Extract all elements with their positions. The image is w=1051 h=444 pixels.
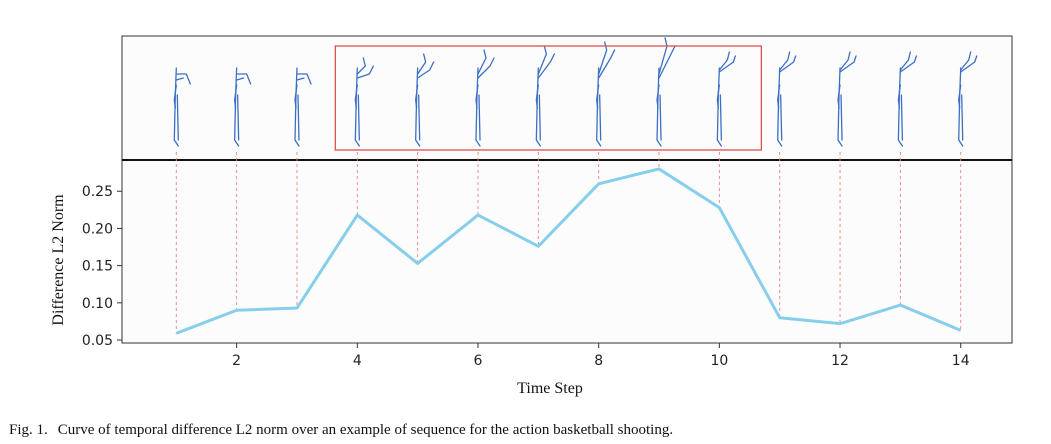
y-tick-label: 0.20 — [82, 221, 113, 237]
skeleton-figure — [535, 45, 555, 147]
plot-area — [121, 159, 1013, 344]
figure-caption: Fig. 1. Curve of temporal difference L2 n… — [9, 422, 1049, 439]
highlight-box — [334, 45, 763, 151]
x-axis-ticks: 2 4 6 8 10 12 14 — [232, 343, 970, 369]
y-tick-label: 0.25 — [82, 184, 113, 200]
skeleton-figure — [173, 67, 191, 147]
skeleton-figure — [958, 51, 978, 147]
x-tick-label: 12 — [831, 353, 849, 369]
caption-label: Fig. 1. — [9, 422, 48, 438]
y-axis-title: Difference L2 Norm — [50, 194, 67, 326]
skeleton-figure — [475, 49, 495, 147]
y-tick-label: 0.10 — [82, 296, 113, 312]
x-tick-label: 6 — [474, 353, 483, 369]
y-tick-label: 0.15 — [82, 259, 113, 275]
skeleton-figure — [294, 67, 312, 147]
x-tick-label: 2 — [232, 353, 241, 369]
y-tick-label: 0.05 — [82, 333, 113, 349]
skeleton-figure — [837, 51, 857, 147]
skeleton-figure — [716, 51, 737, 147]
guide-lines — [175, 152, 962, 334]
skeleton-figure — [897, 51, 918, 147]
skeleton-figure — [233, 67, 252, 147]
skeleton-figure — [777, 51, 797, 147]
x-tick-label: 10 — [710, 353, 728, 369]
caption-text: Curve of temporal difference L2 norm ove… — [57, 422, 674, 438]
skeleton-frames — [173, 37, 978, 147]
skeleton-panel — [121, 35, 1013, 161]
y-axis-ticks: 0.05 0.10 0.15 0.20 0.25 — [82, 184, 122, 349]
x-axis-title: Time Step — [517, 380, 583, 397]
x-tick-label: 8 — [594, 353, 603, 369]
skeleton-figure — [354, 57, 374, 147]
x-tick-label: 14 — [952, 353, 970, 369]
skeleton-figure — [656, 37, 676, 147]
series-line — [175, 167, 962, 335]
skeleton-figure — [415, 53, 435, 147]
x-tick-label: 4 — [353, 353, 362, 369]
skeleton-figure — [596, 41, 616, 147]
